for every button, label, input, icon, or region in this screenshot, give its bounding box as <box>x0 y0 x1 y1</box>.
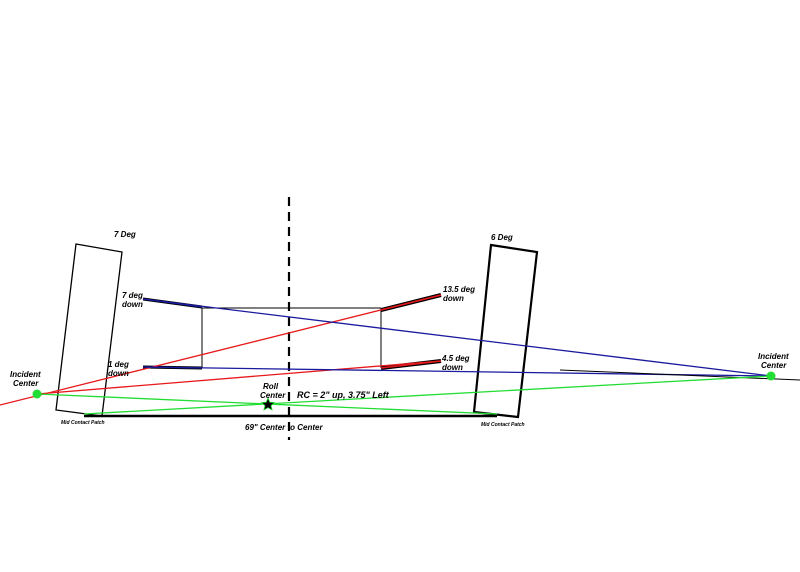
right-tire-angle-label: 6 Deg <box>491 233 513 242</box>
left-tire-angle-label: 7 Deg <box>114 230 136 239</box>
right-lower-arm-label: 4.5 deg <box>441 354 470 363</box>
red-overlay-right-lower <box>380 360 442 369</box>
left-lower-arm-label-2: down <box>108 369 129 378</box>
roll-center-label: Roll <box>263 382 279 391</box>
right-upper-arm-label-2: down <box>443 294 464 303</box>
right-contact-patch-label: Mid Contact Patch <box>481 422 525 428</box>
left-lower-arm-label: 1 deg <box>108 360 129 369</box>
left-incident-center-label: Incident <box>10 370 41 379</box>
red-overlay-right-upper <box>380 294 442 311</box>
left-upper-arm-label-2: down <box>122 300 143 309</box>
right-upper-arm-label: 13.5 deg <box>443 285 475 294</box>
right-lower-arm-label-2: down <box>442 363 463 372</box>
left-upper-arm-label: 7 deg <box>122 291 143 300</box>
roll-center-label-2: Center <box>260 391 286 400</box>
track-width-label: 69" Center to Center <box>245 423 323 432</box>
green-line-right-ic-to-left-patch <box>83 375 772 415</box>
roll-center-marker <box>260 396 276 411</box>
right-incident-center-marker <box>766 371 776 381</box>
right-incident-center-label: Incident <box>758 352 789 361</box>
left-incident-center-marker <box>32 389 42 399</box>
left-contact-patch-label: Mid Contact Patch <box>61 420 105 426</box>
right-ic-extension <box>559 369 800 381</box>
blue-line-left-upper-projection <box>142 298 772 377</box>
red-line-right-lower-projection <box>36 360 442 395</box>
right-tire <box>472 243 539 419</box>
blue-overlay-left-lower <box>142 366 203 369</box>
blue-overlay-left-upper <box>142 298 203 308</box>
roll-center-offset-note: RC = 2" up, 3.75" Left <box>297 390 390 400</box>
left-incident-center-label-2: Center <box>13 379 39 388</box>
red-line-right-upper-projection <box>0 294 442 406</box>
right-incident-center-label-2: Center <box>761 361 787 370</box>
